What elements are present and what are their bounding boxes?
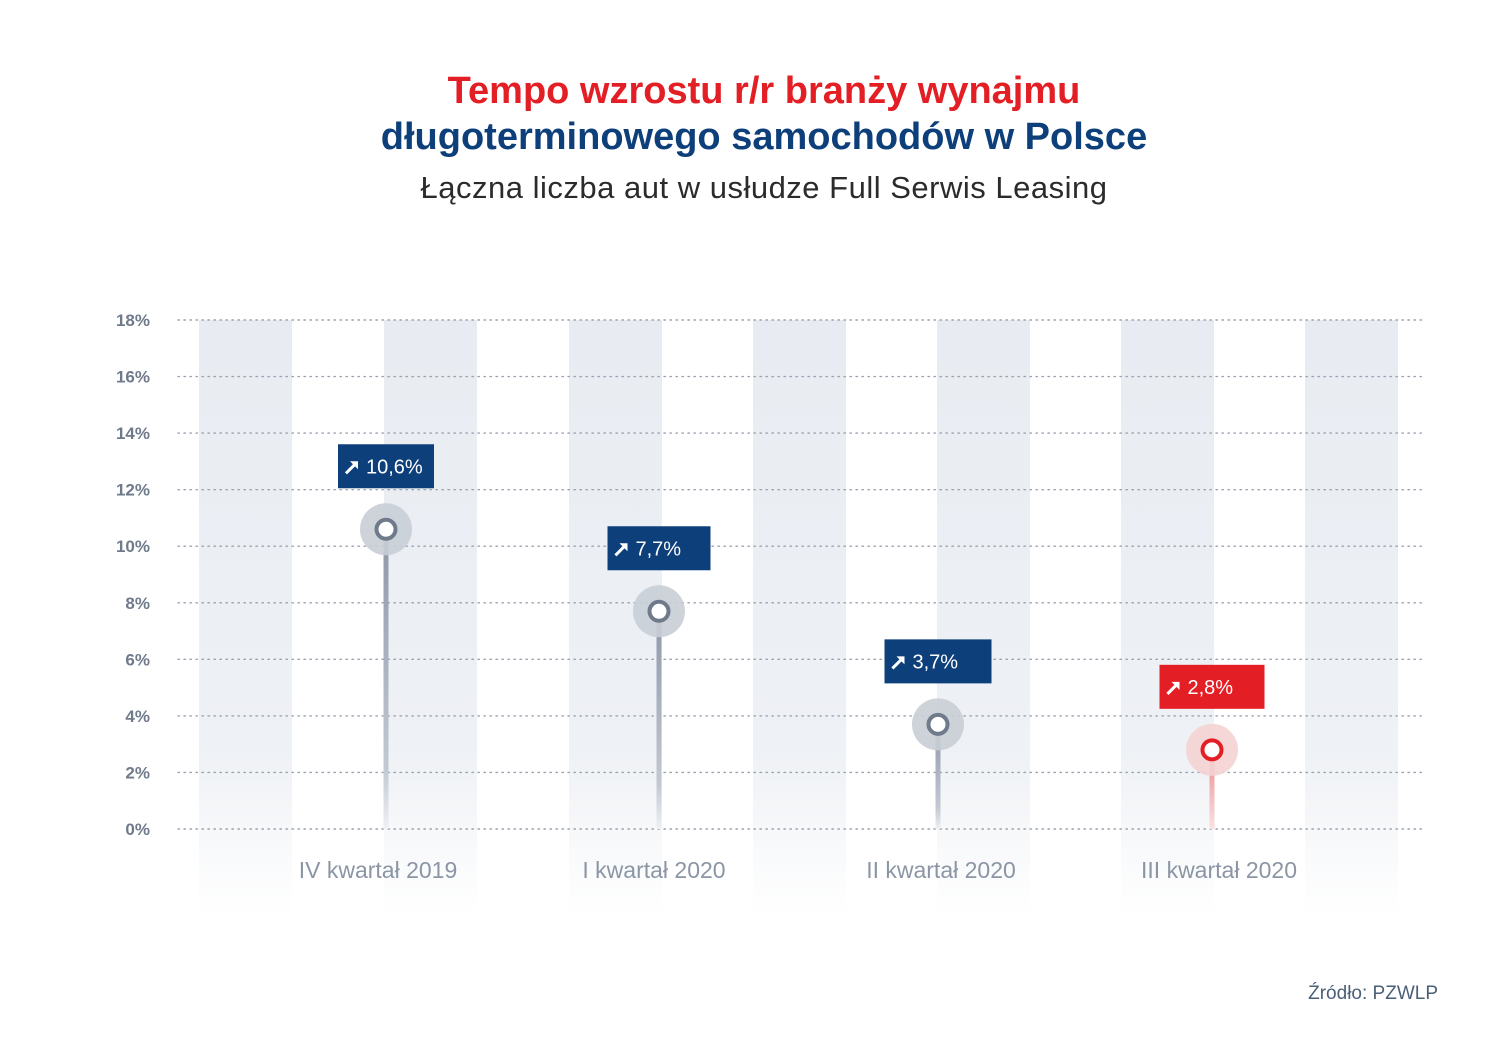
marker-dot bbox=[374, 517, 398, 541]
x-axis-labels: IV kwartał 2019 I kwartał 2020 II kwartał … bbox=[299, 857, 1297, 883]
chart-title-line2: długoterminowego samochodów w Polsce bbox=[380, 116, 1148, 158]
arrow-head bbox=[896, 656, 905, 665]
x-axis-label: I kwartał 2020 bbox=[582, 857, 725, 883]
arrow-head bbox=[1171, 681, 1180, 690]
lollipop-stem bbox=[656, 611, 662, 829]
background-band-4 bbox=[753, 320, 846, 915]
y-tick-label: 2% bbox=[125, 763, 150, 782]
arrow-up-right-icon bbox=[344, 461, 358, 475]
arrow-shaft bbox=[614, 544, 627, 557]
lollipop-stem bbox=[383, 529, 389, 829]
arrow-shaft bbox=[1166, 682, 1179, 695]
y-axis-ticks: 0% 2% 4% 6% 8% 10% 12% 14% 16% 18% bbox=[116, 311, 150, 839]
background-bands bbox=[199, 320, 1398, 915]
chart-header: Tempo wzrostu r/r branży wynajmu długote… bbox=[0, 68, 1500, 206]
source-note: Źródło: PZWLP bbox=[1308, 983, 1438, 1004]
y-tick-label: 0% bbox=[125, 820, 150, 839]
data-marks: 10,6% 7,7% 3,7% 2,8% bbox=[338, 444, 1265, 829]
arrow-up-right-icon bbox=[614, 543, 628, 557]
background-band-7 bbox=[1305, 320, 1398, 915]
y-tick-label: 4% bbox=[125, 707, 150, 726]
x-axis-label: II kwartał 2020 bbox=[866, 857, 1016, 883]
y-tick-label: 10% bbox=[116, 537, 150, 556]
arrow-up-right-icon bbox=[1166, 681, 1180, 695]
value-label-text: 3,7% bbox=[913, 651, 959, 673]
background-band-2 bbox=[384, 320, 477, 915]
arrow-head bbox=[619, 543, 628, 552]
y-tick-label: 8% bbox=[125, 594, 150, 613]
value-label-text: 10,6% bbox=[366, 456, 423, 478]
arrow-up-right-icon bbox=[891, 656, 905, 670]
y-tick-label: 16% bbox=[116, 368, 150, 387]
arrow-shaft bbox=[891, 657, 904, 670]
x-axis-label: III kwartał 2020 bbox=[1141, 857, 1297, 883]
chart-subtitle: Łączna liczba aut w usłudze Full Serwis … bbox=[420, 170, 1108, 205]
chart-title-line1: Tempo wzrostu r/r branży wynajmu bbox=[447, 70, 1081, 112]
marker-dot bbox=[926, 712, 950, 736]
arrow-shaft bbox=[344, 462, 358, 475]
lollipop-stem bbox=[935, 724, 941, 829]
lollipop-stem bbox=[1209, 749, 1215, 829]
y-tick-label: 6% bbox=[125, 650, 150, 669]
arrow-head bbox=[350, 461, 358, 470]
marker-dot bbox=[1200, 738, 1224, 762]
x-axis-label: IV kwartał 2019 bbox=[299, 857, 458, 883]
value-label-text: 2,8% bbox=[1188, 677, 1234, 699]
y-tick-label: 14% bbox=[116, 424, 150, 443]
background-band-6 bbox=[1121, 320, 1214, 915]
y-tick-label: 18% bbox=[116, 311, 150, 330]
background-band-5 bbox=[937, 320, 1030, 915]
y-tick-label: 12% bbox=[116, 481, 150, 500]
background-band-1 bbox=[199, 320, 292, 915]
value-label-text: 7,7% bbox=[636, 538, 682, 560]
marker-dot bbox=[647, 599, 671, 623]
